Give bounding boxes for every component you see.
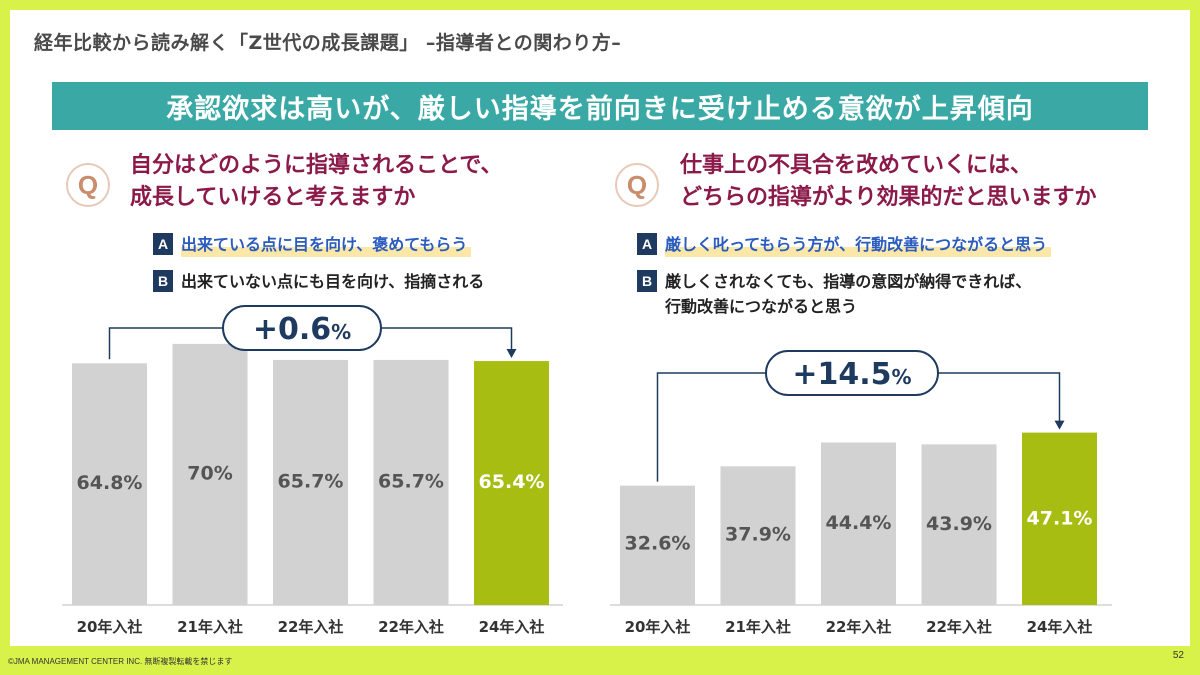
- bar-value-label: 65.7%: [378, 470, 444, 492]
- bar: [821, 442, 896, 605]
- bar: [921, 444, 997, 605]
- change-label: +0.6%: [253, 312, 351, 347]
- bar: [620, 485, 695, 605]
- bar: [273, 359, 348, 605]
- category-label: 20年入社: [77, 618, 143, 636]
- change-unit: %: [892, 365, 912, 389]
- left-question-line2: 成長していけると考えますか: [130, 185, 416, 210]
- arrow-head-icon: [1054, 420, 1065, 430]
- option-a-badge: A: [153, 233, 173, 255]
- category-label: 24年入社: [1027, 618, 1093, 636]
- bar: [1022, 432, 1097, 605]
- option-b-badge: B: [153, 270, 173, 292]
- category-label: 22年入社: [926, 618, 992, 636]
- change-pill: [765, 350, 939, 396]
- right-question-line2: どちらの指導がより効果的だと思いますか: [680, 185, 1097, 210]
- arrow-head-icon: [506, 349, 517, 359]
- question-icon: Q: [615, 163, 659, 207]
- bar-value-label: 47.1%: [1027, 507, 1093, 529]
- bar: [720, 466, 796, 605]
- right-option-a: A 厳しく叱ってもらう方が、行動改善につながると思う: [637, 232, 1052, 257]
- bar-value-label: 37.9%: [725, 523, 791, 545]
- left-option-b: B 出来ていない点にも目を向け、指摘される: [153, 269, 484, 294]
- bar: [474, 361, 549, 605]
- change-value: +14.5: [792, 357, 891, 392]
- left-option-a: A 出来ている点に目を向け、褒めてもらう: [153, 232, 472, 257]
- bar: [172, 343, 248, 605]
- page-title: 経年比較から読み解く「Z世代の成長課題」 –指導者との関わり方–: [34, 32, 622, 54]
- bar: [72, 363, 147, 605]
- category-label: 22年入社: [278, 618, 344, 636]
- headline-banner: 承認欲求は高いが、厳しい指導を前向きに受け止める意欲が上昇傾向: [52, 82, 1148, 130]
- right-option-b-line1: 厳しくされなくても、指導の意図が納得できれば、: [665, 272, 1032, 291]
- question-icon: Q: [66, 163, 110, 207]
- right-option-b-line2: 行動改善につながると思う: [665, 297, 858, 316]
- category-label: 21年入社: [177, 618, 243, 636]
- change-pill: [222, 305, 382, 351]
- change-label: +14.5%: [792, 357, 911, 392]
- right-question: 仕事上の不具合を改めていくには、 どちらの指導がより効果的だと思いますか: [680, 150, 1096, 214]
- left-question: 自分はどのように指導されることで、 成長していけると考えますか: [130, 150, 502, 214]
- category-label: 22年入社: [826, 618, 892, 636]
- bar-value-label: 65.7%: [278, 470, 344, 492]
- page-number: 52: [1172, 650, 1184, 661]
- category-label: 24年入社: [479, 618, 545, 636]
- right-option-b: B 厳しくされなくても、指導の意図が納得できれば、 行動改善につながると思う: [637, 269, 1031, 319]
- change-unit: %: [331, 320, 351, 344]
- category-label: 21年入社: [725, 618, 791, 636]
- bar-value-label: 64.8%: [77, 472, 143, 494]
- bar-value-label: 65.4%: [479, 471, 545, 493]
- bar: [373, 359, 449, 605]
- bar-value-label: 43.9%: [926, 513, 992, 535]
- change-value: +0.6: [253, 312, 331, 347]
- bar-value-label: 70%: [187, 463, 232, 485]
- left-question-line1: 自分はどのように指導されることで、: [130, 153, 503, 178]
- category-label: 22年入社: [378, 618, 444, 636]
- left-option-b-text: 出来ていない点にも目を向け、指摘される: [181, 272, 485, 291]
- right-option-a-text: 厳しく叱ってもらう方が、行動改善につながると思う: [665, 232, 1052, 257]
- left-option-a-text: 出来ている点に目を向け、褒めてもらう: [181, 232, 472, 257]
- category-label: 20年入社: [625, 618, 691, 636]
- right-question-line1: 仕事上の不具合を改めていくには、: [680, 153, 1033, 178]
- option-a-badge: A: [637, 233, 657, 255]
- bar-value-label: 32.6%: [625, 533, 691, 555]
- copyright: ©JMA MANAGEMENT CENTER INC. 無断複製転載を禁じます: [8, 657, 233, 666]
- right-option-b-text: 厳しくされなくても、指導の意図が納得できれば、 行動改善につながると思う: [665, 269, 1031, 319]
- option-b-badge: B: [637, 270, 657, 292]
- bar-value-label: 44.4%: [826, 512, 892, 534]
